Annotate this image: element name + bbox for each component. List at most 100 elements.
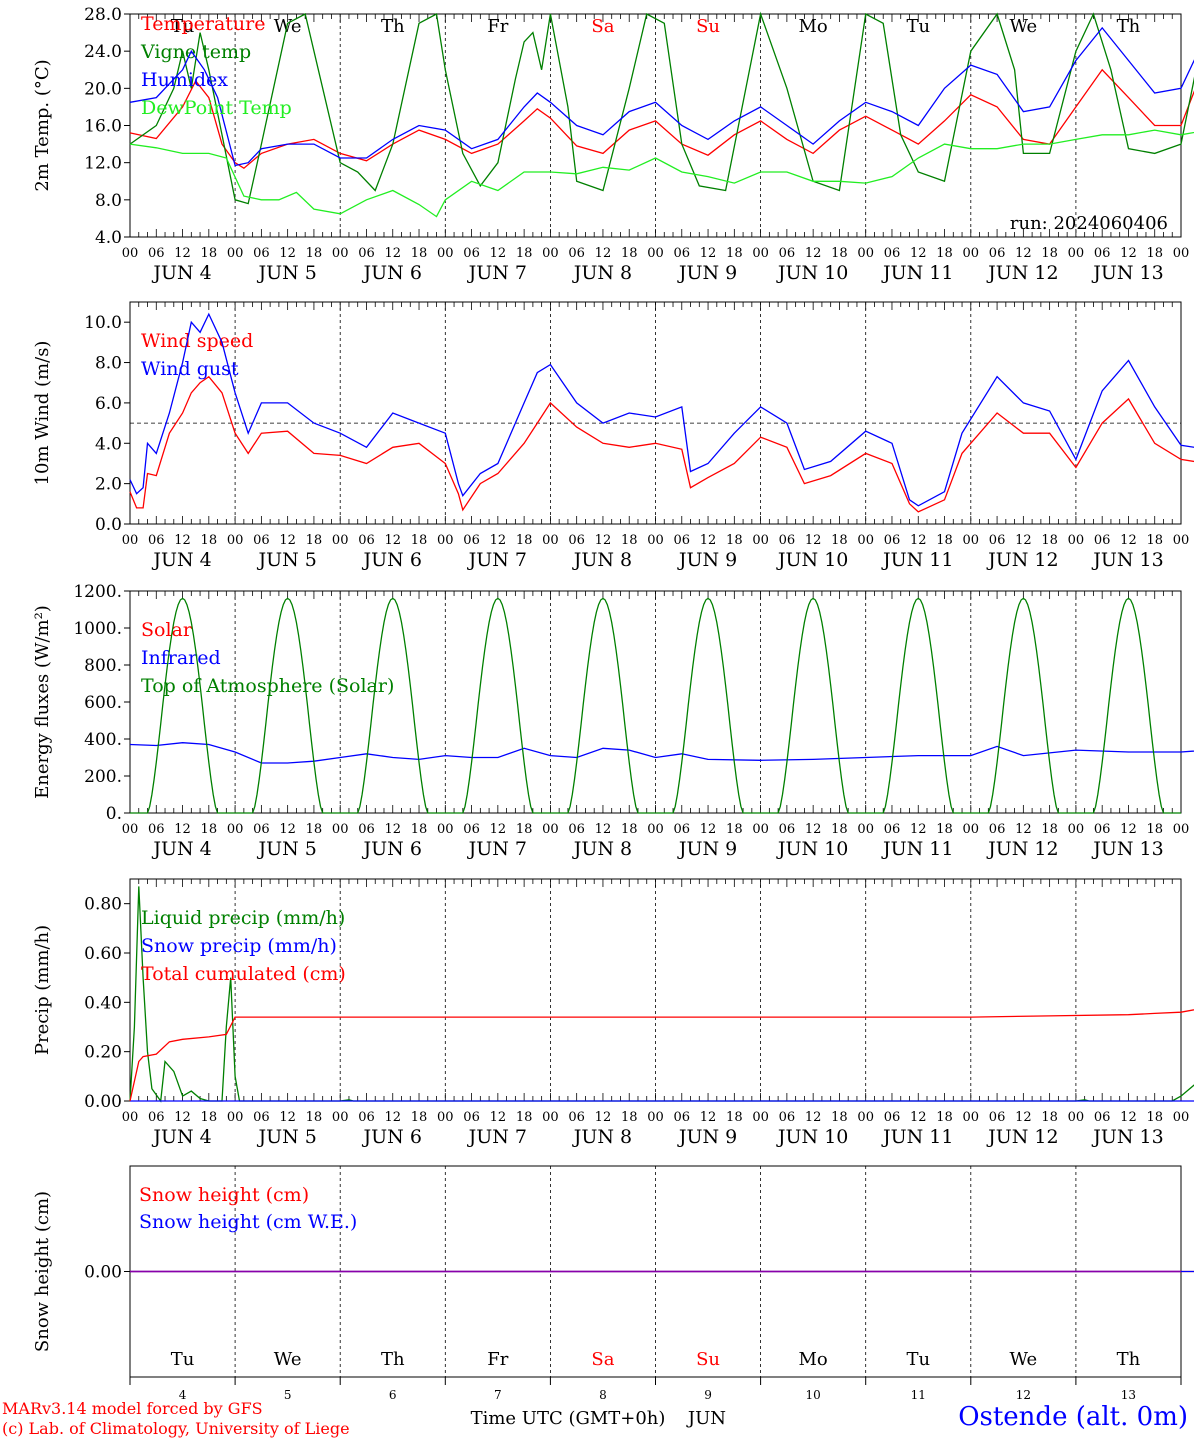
- x-axis-label: Time UTC (GMT+0h): [471, 1408, 666, 1429]
- hour-label: 00: [647, 822, 664, 837]
- hour-label: 12: [1015, 1110, 1032, 1125]
- y-tick-label: 0.: [106, 804, 122, 824]
- hour-label: 06: [358, 533, 375, 548]
- weekday-label: Th: [381, 1349, 405, 1370]
- hour-label: 18: [201, 533, 218, 548]
- day-label: JUN 6: [362, 262, 422, 284]
- y-axis-label: 10m Wind (m/s): [32, 341, 53, 486]
- lab-credit: (c) Lab. of Climatology, University of L…: [2, 1419, 350, 1438]
- weekday-label: Mo: [799, 16, 828, 37]
- bottom-day-number: 11: [911, 1388, 926, 1402]
- day-label: JUN 6: [362, 549, 422, 571]
- hour-label: 00: [647, 533, 664, 548]
- weekday-label: We: [274, 16, 302, 37]
- hour-label: 18: [306, 822, 323, 837]
- y-tick-label: 4.0: [95, 228, 122, 248]
- hour-label: 06: [989, 533, 1006, 548]
- run-annotation: run: 2024060406: [1010, 213, 1168, 234]
- hour-label: 00: [752, 822, 769, 837]
- bottom-day-number: 9: [704, 1388, 712, 1402]
- hour-label: 06: [1094, 533, 1111, 548]
- hour-label: 06: [253, 1110, 270, 1125]
- hour-label: 00: [752, 1110, 769, 1125]
- hour-label: 12: [910, 822, 927, 837]
- hour-label: 18: [1041, 822, 1058, 837]
- hour-label: 18: [306, 533, 323, 548]
- hour-label: 18: [831, 533, 848, 548]
- hour-label: 00: [1173, 246, 1190, 261]
- hour-label: 06: [884, 533, 901, 548]
- series-line: [129, 26, 1194, 167]
- legend-label: Wind gust: [141, 358, 239, 380]
- hour-label: 12: [490, 246, 507, 261]
- hour-label: 18: [411, 246, 428, 261]
- hour-label: 12: [174, 822, 191, 837]
- day-label: JUN 10: [776, 838, 848, 860]
- hour-label: 06: [674, 1110, 691, 1125]
- hour-label: 00: [857, 246, 874, 261]
- hour-label: 06: [358, 1110, 375, 1125]
- legend-label: Snow height (cm): [139, 1184, 309, 1206]
- hour-label: 12: [279, 533, 296, 548]
- bottom-day-number: 4: [179, 1388, 187, 1402]
- hour-label: 18: [936, 1110, 953, 1125]
- series-line: [129, 742, 1194, 764]
- hour-label: 18: [1146, 533, 1163, 548]
- hour-label: 12: [1120, 822, 1137, 837]
- hour-label: 00: [227, 533, 244, 548]
- hour-label: 06: [779, 246, 796, 261]
- weekday-label: Tu: [906, 1349, 930, 1370]
- hour-label: 18: [831, 246, 848, 261]
- hour-label: 18: [1146, 246, 1163, 261]
- hour-label: 12: [700, 1110, 717, 1125]
- hour-label: 06: [568, 1110, 585, 1125]
- hour-label: 06: [674, 246, 691, 261]
- bottom-day-number: 8: [599, 1388, 607, 1402]
- panel-5: 0.00 Tu We Th Fr Sa Su Mo Tu We Th Snow height (cm)…: [84, 1165, 1194, 1385]
- legend-label: Infrared: [141, 647, 221, 669]
- hour-label: 12: [595, 822, 612, 837]
- day-label: JUN 9: [677, 262, 737, 284]
- hour-label: 12: [595, 533, 612, 548]
- hour-label: 00: [1068, 1110, 1085, 1125]
- model-credit: MARv3.14 model forced by GFS: [2, 1399, 263, 1418]
- station-name: Ostende (alt. 0m): [958, 1402, 1188, 1432]
- hour-label: 00: [857, 822, 874, 837]
- hour-label: 12: [1015, 246, 1032, 261]
- hour-label: 06: [989, 822, 1006, 837]
- hour-label: 00: [647, 246, 664, 261]
- hour-label: 12: [1015, 533, 1032, 548]
- y-tick-label: 16.0: [84, 117, 122, 137]
- hour-label: 12: [910, 1110, 927, 1125]
- series-line: [129, 375, 1194, 513]
- hour-label: 12: [279, 1110, 296, 1125]
- day-label: JUN 10: [776, 1126, 848, 1148]
- day-label: JUN 8: [572, 549, 632, 571]
- hour-label: 12: [805, 822, 822, 837]
- hour-label: 00: [542, 1110, 559, 1125]
- hour-label: 18: [411, 533, 428, 548]
- hour-label: 12: [490, 1110, 507, 1125]
- day-label: JUN 4: [151, 1126, 211, 1148]
- hour-label: 18: [201, 822, 218, 837]
- hour-label: 18: [516, 1110, 533, 1125]
- y-tick-label: 8.0: [95, 191, 122, 211]
- legend-label: DewPoint Temp: [141, 97, 292, 119]
- hour-label: 00: [752, 246, 769, 261]
- day-label: JUN 7: [467, 262, 527, 284]
- weekday-label: Tu: [171, 16, 195, 37]
- day-label: JUN 9: [677, 838, 737, 860]
- day-label: JUN 10: [776, 262, 848, 284]
- day-label: JUN 13: [1091, 549, 1163, 571]
- plot-frame: [129, 13, 1182, 238]
- hour-label: 00: [332, 1110, 349, 1125]
- hour-label: 12: [384, 246, 401, 261]
- hour-label: 12: [700, 246, 717, 261]
- hour-label: 06: [148, 1110, 165, 1125]
- weekday-label: Fr: [487, 1349, 508, 1370]
- hour-label: 12: [490, 533, 507, 548]
- day-label: JUN 7: [467, 549, 527, 571]
- bottom-day-number: 6: [389, 1388, 397, 1402]
- hour-label: 12: [805, 1110, 822, 1125]
- hour-label: 06: [674, 533, 691, 548]
